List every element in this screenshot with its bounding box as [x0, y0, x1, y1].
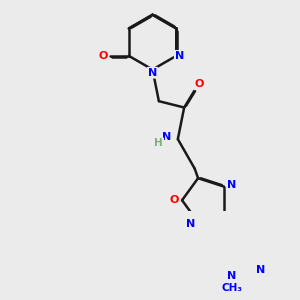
Text: O: O: [170, 195, 179, 205]
Text: N: N: [256, 265, 265, 275]
Text: O: O: [194, 79, 204, 89]
Text: N: N: [148, 68, 157, 78]
Text: CH₃: CH₃: [221, 283, 242, 292]
Text: N: N: [162, 132, 171, 142]
Text: N: N: [227, 179, 236, 190]
Text: O: O: [99, 51, 108, 61]
Text: N: N: [186, 219, 195, 230]
Text: N: N: [227, 271, 236, 281]
Text: H: H: [154, 138, 163, 148]
Text: N: N: [175, 51, 184, 61]
